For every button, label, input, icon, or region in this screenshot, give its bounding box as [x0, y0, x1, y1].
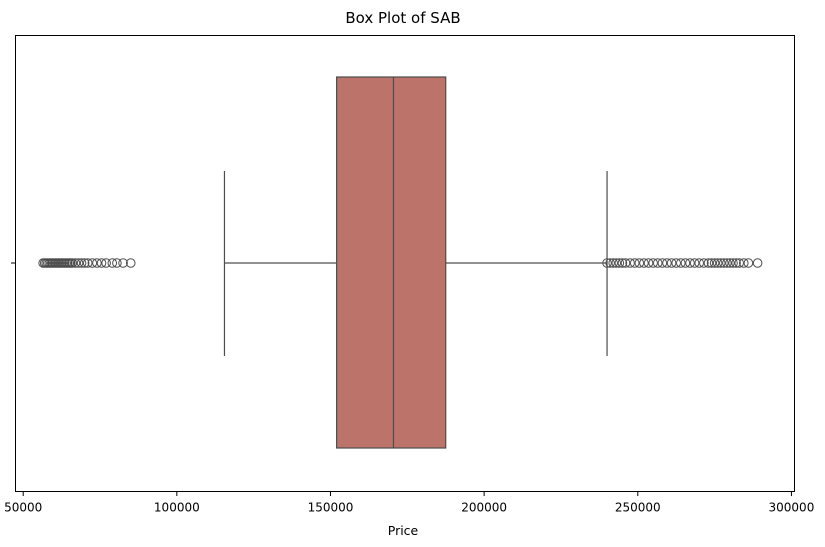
outlier-point-high	[699, 258, 709, 268]
outlier-point-low	[96, 258, 107, 268]
outlier-point-low	[87, 258, 98, 268]
outlier-point-high	[666, 258, 677, 268]
outlier-point-high	[602, 258, 612, 268]
outlier-point-high	[685, 258, 695, 268]
outlier-point-high	[712, 258, 723, 268]
outlier-point-high	[680, 258, 691, 268]
outlier-point-low	[70, 258, 81, 268]
x-tick-label: 300000	[769, 501, 815, 515]
outlier-point-high	[639, 258, 649, 268]
x-axis-label: Price	[388, 523, 419, 538]
outlier-point-high	[694, 258, 705, 268]
outlier-point-high	[634, 258, 645, 268]
outlier-point-high	[706, 258, 717, 268]
outlier-point-high	[629, 258, 640, 268]
plot-area	[38, 76, 763, 449]
outlier-point-low	[67, 258, 78, 268]
outlier-point-low	[73, 258, 84, 268]
x-tick-label: 250000	[615, 501, 661, 515]
outlier-point-high	[675, 258, 686, 268]
outlier-point-high	[657, 258, 668, 268]
outlier-point-high	[722, 258, 732, 268]
outlier-point-high	[725, 258, 735, 268]
outlier-point-low	[82, 258, 93, 268]
outlier-point-low	[112, 258, 122, 268]
outlier-point-high	[752, 258, 763, 268]
outlier-point-high	[617, 258, 628, 268]
outlier-point-low	[79, 258, 90, 268]
outlier-point-low	[101, 258, 111, 268]
outlier-point-high	[614, 258, 625, 268]
outlier-point-high	[648, 258, 658, 268]
x-axis: 50000 100000 150000 200000 250000 300000	[4, 491, 815, 515]
outlier-point-high	[605, 258, 615, 268]
outlier-point-low	[107, 258, 118, 268]
outlier-point-high	[671, 258, 681, 268]
x-tick-label: 200000	[461, 501, 507, 515]
x-tick-label: 50000	[4, 501, 42, 515]
outlier-point-high	[743, 258, 754, 268]
iqr-box	[336, 76, 447, 449]
outlier-point-high	[703, 258, 714, 268]
outlier-point-high	[662, 258, 672, 268]
outlier-point-high	[738, 258, 749, 268]
outlier-point-high	[643, 258, 654, 268]
outlier-point-high	[709, 258, 720, 268]
x-tick-label: 150000	[308, 501, 354, 515]
outlier-point-high	[715, 258, 726, 268]
outlier-point-high	[719, 258, 729, 268]
outlier-point-high	[689, 258, 700, 268]
outlier-point-low	[125, 258, 136, 268]
outlier-point-high	[728, 258, 738, 268]
chart-title: Box Plot of SAB	[345, 9, 460, 27]
outlier-point-low	[92, 258, 102, 268]
outlier-point-high	[652, 258, 663, 268]
outlier-point-high	[734, 258, 744, 268]
outlier-point-high	[625, 258, 635, 268]
outlier-point-high	[611, 258, 622, 268]
outlier-point-high	[731, 258, 741, 268]
outlier-point-low	[76, 258, 87, 268]
x-tick-label: 100000	[154, 501, 200, 515]
outlier-point-high	[620, 258, 631, 268]
outlier-point-high	[608, 258, 618, 268]
outlier-point-low	[118, 258, 128, 268]
